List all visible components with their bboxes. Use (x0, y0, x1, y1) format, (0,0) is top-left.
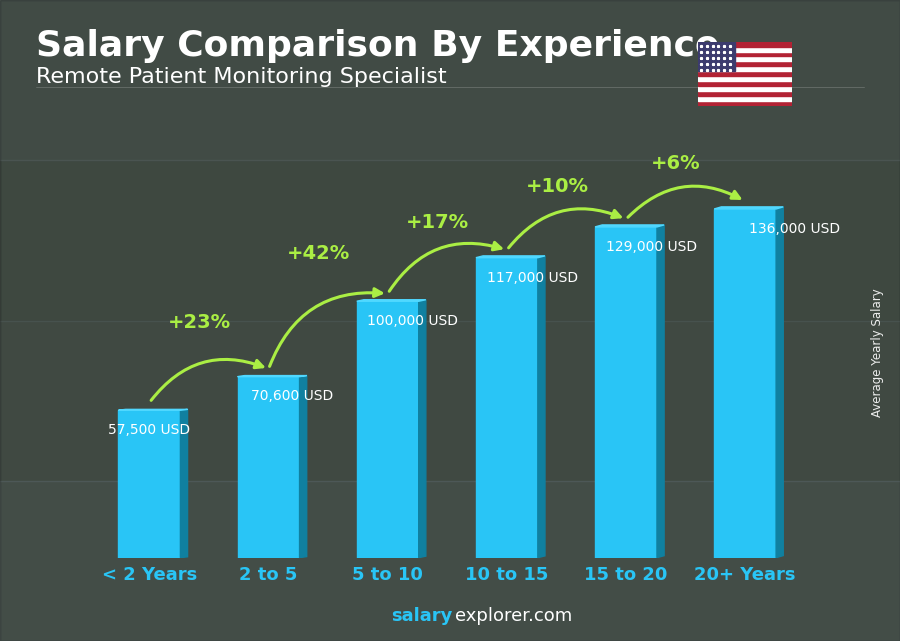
Bar (698, 42, 792, 47)
Text: Average Yearly Salary: Average Yearly Salary (871, 288, 884, 417)
Bar (715, 209, 776, 558)
Bar (698, 56, 792, 62)
Text: 57,500 USD: 57,500 USD (108, 423, 190, 437)
Text: +10%: +10% (526, 177, 589, 196)
Bar (698, 81, 792, 86)
Bar (698, 51, 792, 56)
Bar (119, 410, 180, 558)
Bar (595, 227, 657, 558)
Bar (356, 301, 419, 558)
Bar (0, 0, 900, 160)
Polygon shape (476, 256, 545, 258)
Text: +17%: +17% (406, 213, 469, 232)
Text: Salary Comparison By Experience: Salary Comparison By Experience (36, 29, 719, 63)
Bar (698, 86, 792, 91)
Polygon shape (595, 225, 664, 227)
Polygon shape (715, 207, 783, 209)
Text: +23%: +23% (168, 313, 231, 332)
Bar (698, 62, 792, 66)
Polygon shape (538, 256, 545, 558)
Text: 129,000 USD: 129,000 USD (606, 240, 697, 254)
Bar (698, 101, 792, 106)
Bar (698, 42, 735, 71)
Polygon shape (657, 225, 664, 558)
Text: salary: salary (392, 607, 453, 625)
Polygon shape (356, 300, 426, 301)
Bar (698, 91, 792, 96)
Bar (0, 481, 900, 641)
Bar (698, 71, 792, 76)
Text: +6%: +6% (652, 154, 701, 173)
Text: 100,000 USD: 100,000 USD (367, 314, 458, 328)
Bar (0, 320, 900, 481)
Bar (698, 47, 792, 51)
Polygon shape (776, 207, 783, 558)
Polygon shape (418, 300, 426, 558)
Bar (238, 377, 300, 558)
Text: +42%: +42% (287, 244, 350, 263)
Text: Remote Patient Monitoring Specialist: Remote Patient Monitoring Specialist (36, 67, 446, 87)
Text: 117,000 USD: 117,000 USD (487, 271, 578, 285)
Bar (698, 76, 792, 81)
Polygon shape (180, 410, 187, 558)
Bar (0, 160, 900, 320)
Text: explorer.com: explorer.com (455, 607, 572, 625)
Bar (698, 66, 792, 71)
Text: 136,000 USD: 136,000 USD (749, 222, 840, 236)
Bar (698, 96, 792, 101)
Polygon shape (300, 376, 307, 558)
Text: 70,600 USD: 70,600 USD (251, 390, 333, 403)
Polygon shape (238, 376, 307, 377)
Bar (476, 258, 538, 558)
